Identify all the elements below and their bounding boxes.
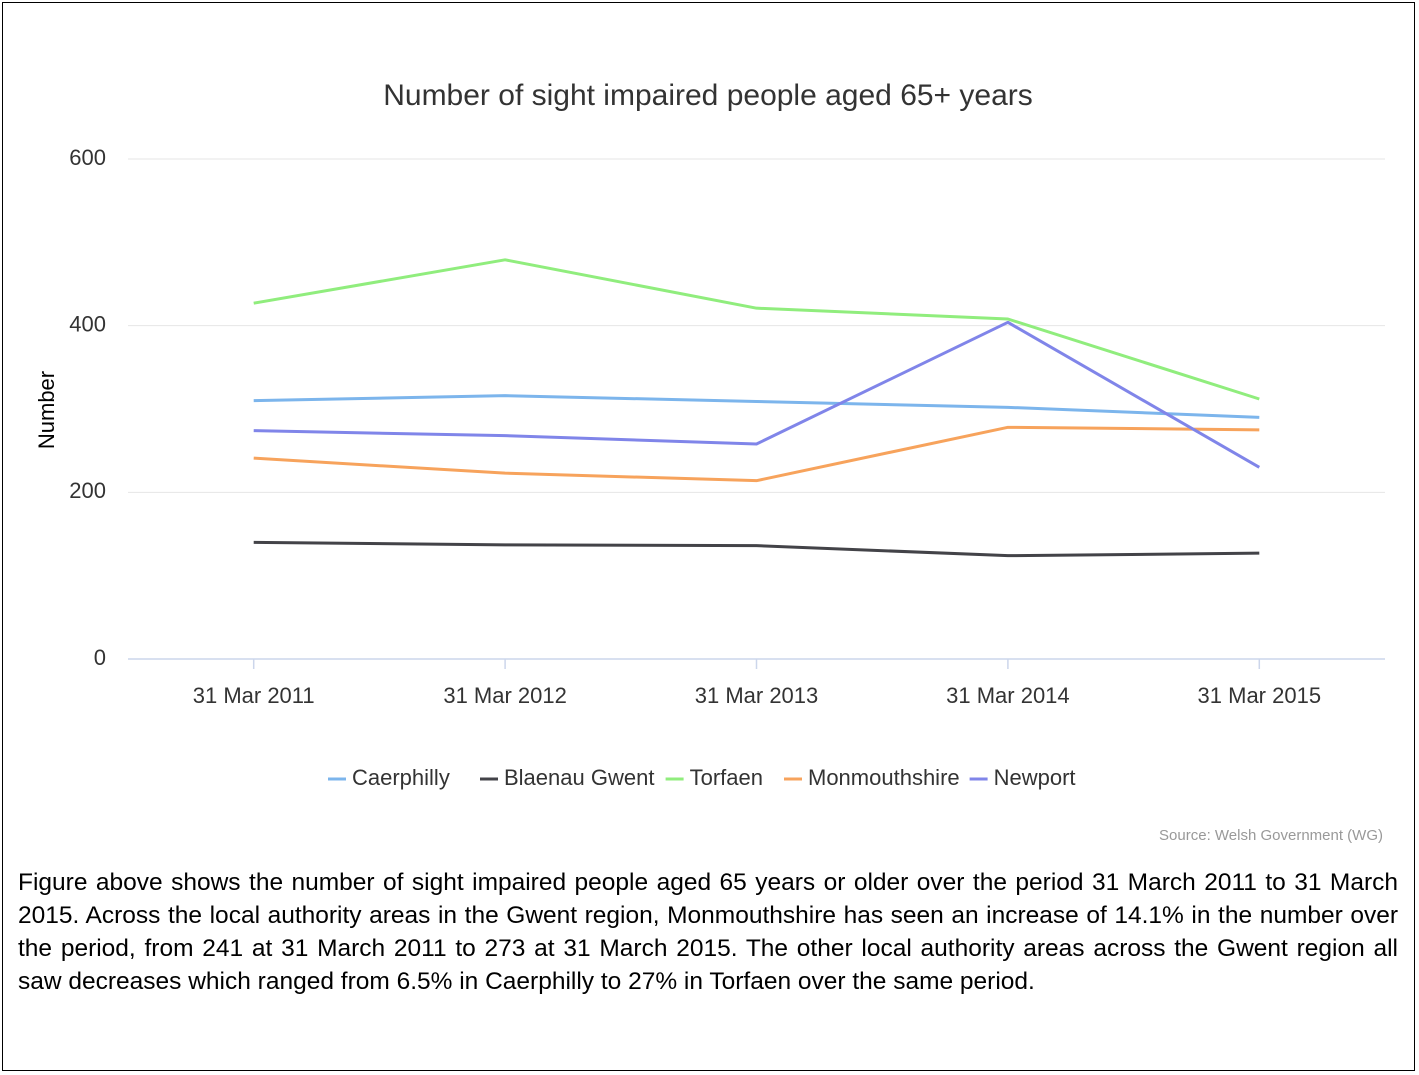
y-tick-label: 200 [69, 478, 106, 503]
source: Source: Welsh Government (WG) [1159, 827, 1383, 844]
series-line [253, 394, 1260, 419]
chart: Number of sight impaired people aged 65+… [34, 79, 1385, 844]
legend-label: Monmouthshire [808, 765, 960, 790]
caption: Figure above shows the number of sight i… [18, 869, 1398, 995]
y-tick-label: 0 [94, 645, 106, 670]
y-tick-label: 400 [69, 311, 106, 336]
series-line [253, 425, 1260, 483]
legend-label: Blaenau Gwent [504, 765, 654, 790]
chart-title: Number of sight impaired people aged 65+… [383, 79, 1033, 112]
x-tick-label: 31 Mar 2015 [1198, 683, 1322, 708]
legend-label: Newport [994, 765, 1076, 790]
x-tick-label: 31 Mar 2011 [193, 683, 315, 708]
y-axis-label: Number [34, 371, 59, 449]
x-tick-label: 31 Mar 2013 [695, 683, 819, 708]
legend-label: Torfaen [690, 765, 763, 790]
series-line [253, 540, 1260, 558]
x-tick-label: 31 Mar 2014 [946, 683, 1070, 708]
series-line [253, 258, 1260, 401]
legend-label: Caerphilly [352, 765, 450, 790]
x-tick-label: 31 Mar 2012 [443, 683, 567, 708]
series-line [253, 320, 1261, 469]
y-tick-label: 600 [69, 145, 106, 170]
